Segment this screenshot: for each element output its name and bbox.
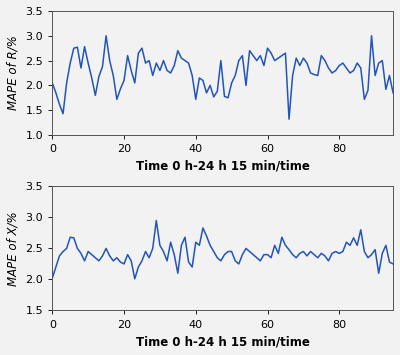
Y-axis label: MAPE of X/%: MAPE of X/% [7, 211, 20, 286]
X-axis label: Time 0 h-24 h 15 min/time: Time 0 h-24 h 15 min/time [136, 160, 310, 173]
X-axis label: Time 0 h-24 h 15 min/time: Time 0 h-24 h 15 min/time [136, 335, 310, 348]
Y-axis label: MAPE of R/%: MAPE of R/% [7, 36, 20, 110]
